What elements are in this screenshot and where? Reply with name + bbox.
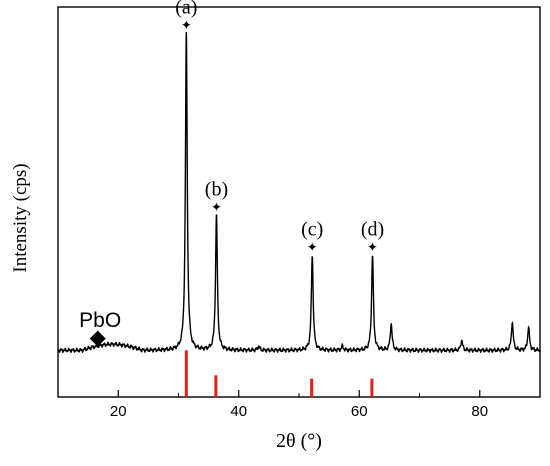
- xrd-pattern-line: [57, 32, 541, 354]
- peak-label: (a): [175, 0, 197, 19]
- pbo-annotation: PbO: [79, 309, 121, 332]
- peak-star-icon: ✦: [181, 18, 192, 33]
- pbo-diamond-icon: [89, 330, 106, 347]
- x-tick-label: 40: [230, 403, 247, 420]
- peak-label: (b): [205, 178, 228, 200]
- x-tick-label: 60: [351, 403, 368, 420]
- peak-star-icon: ✦: [307, 239, 318, 254]
- x-axis-label: 2θ (°): [276, 430, 322, 452]
- y-axis-label: Intensity (cps): [10, 163, 31, 272]
- x-tick-label: 20: [110, 403, 127, 420]
- x-tick-label: 80: [471, 403, 488, 420]
- peak-label: (c): [301, 218, 323, 240]
- peak-label: (d): [361, 218, 384, 240]
- peak-star-icon: ✦: [211, 199, 222, 214]
- peak-star-icon: ✦: [367, 239, 378, 254]
- plot-frame: [57, 6, 541, 398]
